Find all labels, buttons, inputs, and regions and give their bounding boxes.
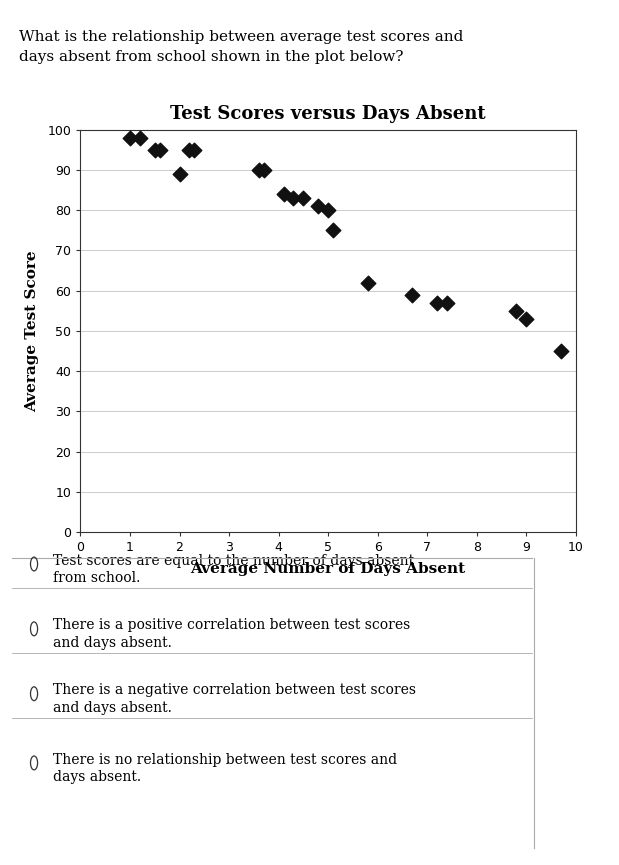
Point <box>279 187 288 201</box>
Point <box>259 163 269 176</box>
Point <box>511 304 521 317</box>
Point <box>155 143 165 157</box>
Point <box>432 296 442 310</box>
Point <box>150 143 160 157</box>
Point <box>189 143 199 157</box>
Y-axis label: Average Test Score: Average Test Score <box>25 250 39 412</box>
Text: Test scores are equal to the number of days absent: Test scores are equal to the number of d… <box>53 554 413 567</box>
Text: days absent from school shown in the plot below?: days absent from school shown in the plo… <box>19 50 403 64</box>
Point <box>556 344 566 358</box>
Point <box>407 288 417 302</box>
Text: and days absent.: and days absent. <box>53 636 171 650</box>
Text: days absent.: days absent. <box>53 770 141 784</box>
Text: There is a negative correlation between test scores: There is a negative correlation between … <box>53 683 415 697</box>
Point <box>298 191 308 205</box>
Point <box>135 131 145 144</box>
Title: Test Scores versus Days Absent: Test Scores versus Days Absent <box>170 105 486 123</box>
Point <box>521 312 531 326</box>
Point <box>184 143 194 157</box>
Text: from school.: from school. <box>53 571 140 585</box>
Text: What is the relationship between average test scores and: What is the relationship between average… <box>19 30 463 44</box>
Point <box>323 203 333 217</box>
Point <box>254 163 264 176</box>
Point <box>363 276 373 290</box>
Point <box>313 199 323 213</box>
Point <box>175 167 184 181</box>
Point <box>442 296 452 310</box>
Point <box>288 191 298 205</box>
Point <box>125 131 135 144</box>
Point <box>328 223 338 237</box>
Text: There is no relationship between test scores and: There is no relationship between test sc… <box>53 753 397 766</box>
Text: There is a positive correlation between test scores: There is a positive correlation between … <box>53 618 410 632</box>
Text: and days absent.: and days absent. <box>53 701 171 714</box>
X-axis label: Average Number of Days Absent: Average Number of Days Absent <box>191 562 465 576</box>
